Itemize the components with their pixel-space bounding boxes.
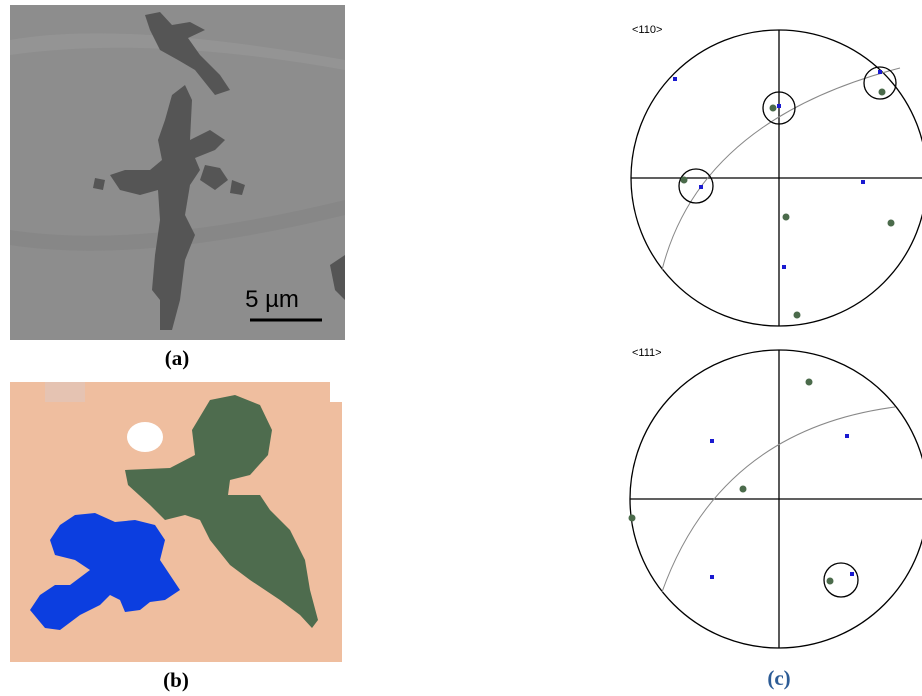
- pole-points: [673, 70, 895, 319]
- panel-label: (c): [767, 666, 790, 690]
- panel-label: (b): [163, 668, 189, 692]
- scale-bar-label: 5 µm: [245, 286, 299, 313]
- micrograph: 5 µm: [10, 5, 345, 340]
- orientation-map: [10, 382, 342, 662]
- pole-figure: [629, 349, 922, 649]
- pole-points: [628, 378, 854, 585]
- pole-figure: [630, 29, 922, 327]
- pole-figure-label: <111>: [632, 347, 662, 359]
- panel-label: (a): [165, 346, 190, 370]
- pole-figure-label: <110>: [632, 24, 662, 36]
